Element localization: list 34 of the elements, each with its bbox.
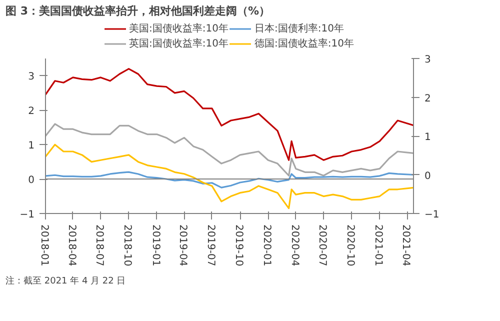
legend-label: 德国:国债收益率:10年 — [254, 37, 354, 50]
y-tick-label: −1 — [20, 210, 35, 220]
y2-tick-label: 2 — [424, 93, 431, 104]
x-tick-label: 2019-10 — [233, 224, 244, 266]
x-tick-label: 2020-04 — [288, 224, 300, 266]
line-series — [46, 144, 414, 210]
y2-tick-label: −1 — [424, 210, 440, 220]
x-tick-label: 2021-04 — [400, 224, 412, 266]
legend-label: 英国:国债收益率:10年 — [129, 37, 228, 50]
text: 注：截至 2021 年 4 月 22 日 — [6, 276, 126, 286]
y-tick-label: 2 — [28, 106, 35, 118]
x-tick-label: 2020-10 — [344, 224, 356, 266]
x-tick-label: 2018-01 — [38, 224, 50, 266]
y-tick-label: 1 — [28, 140, 35, 152]
x-tick-label: 2018-04 — [66, 224, 77, 266]
y-tick-label: 0 — [28, 175, 35, 186]
y2-tick-label: 1 — [424, 132, 431, 143]
x-tick-label: 2020-01 — [261, 224, 272, 266]
x-tick-label: 2019-01 — [150, 224, 161, 266]
y-tick-label: 3 — [28, 72, 35, 83]
legend-label: 美国:国债收益率:10年 — [129, 22, 228, 36]
x-tick-label: 2018-10 — [122, 224, 133, 266]
x-tick-label: 2020-07 — [316, 224, 328, 266]
line-series — [46, 171, 414, 188]
x-tick-label: 2021-01 — [372, 224, 384, 266]
x-tick-label: 2018-07 — [94, 224, 105, 266]
y2-tick-label: 0 — [424, 170, 431, 182]
legend-label: 日本:国债利率:10年 — [254, 22, 344, 36]
y2-tick-label: 3 — [424, 54, 431, 66]
x-tick-label: 2019-07 — [204, 224, 216, 266]
chart-title: 图 3：美国国债收益率抬升，相对他国利差走阔（%） — [6, 4, 270, 18]
line-series — [46, 68, 414, 161]
line-series — [46, 123, 414, 176]
x-tick-label: 2019-04 — [177, 224, 188, 266]
